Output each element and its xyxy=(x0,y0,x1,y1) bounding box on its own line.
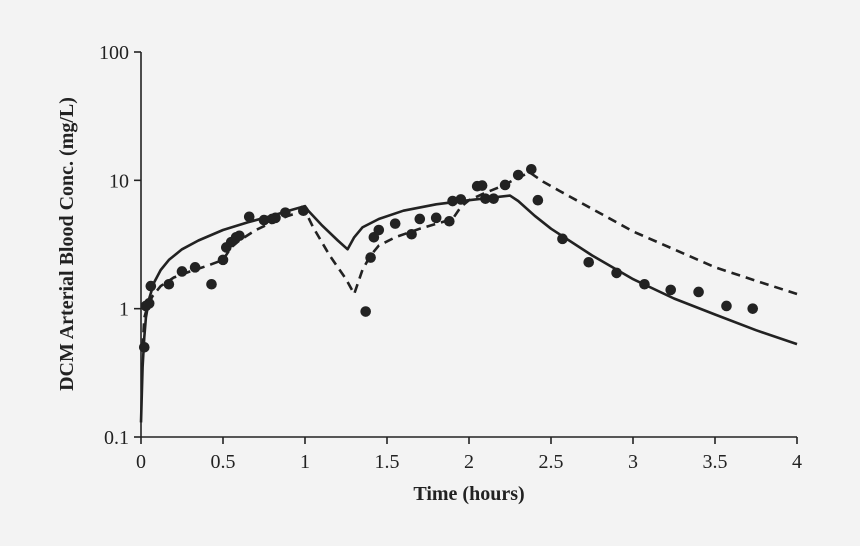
observed-data-point xyxy=(360,306,371,317)
x-tick-label: 1 xyxy=(300,451,310,473)
observed-data-point xyxy=(532,194,544,206)
observed-data-point xyxy=(476,180,488,191)
observed-data-point xyxy=(298,205,309,216)
observed-data-point xyxy=(512,169,524,181)
observed-data-point xyxy=(389,218,401,229)
x-tick-label: 4 xyxy=(792,451,802,473)
x-tick-label: 0 xyxy=(136,451,146,473)
observed-data-point xyxy=(557,233,568,245)
x-axis-title: Time (hours) xyxy=(413,483,524,505)
observed-data-point xyxy=(163,278,175,290)
y-tick-label: 10 xyxy=(109,170,129,192)
x-tick-label: 3.5 xyxy=(703,451,728,473)
observed-data-point xyxy=(665,284,677,296)
observed-data-point xyxy=(447,195,458,207)
observed-data-point xyxy=(143,298,155,309)
observed-data-point xyxy=(243,211,255,223)
y-tick-label: 0.1 xyxy=(104,427,129,449)
observed-data-point xyxy=(280,207,291,218)
x-tick-label: 3 xyxy=(628,451,638,473)
observed-data-point xyxy=(455,194,467,205)
observed-data-point xyxy=(693,286,704,298)
observed-data-point xyxy=(365,252,376,263)
y-axis-title: DCM Arterial Blood Conc. (mg/L) xyxy=(56,97,78,391)
observed-data-point xyxy=(217,254,229,266)
observed-data-point xyxy=(488,193,499,204)
observed-data-point xyxy=(234,230,245,242)
observed-data-point xyxy=(639,278,650,290)
x-tick-label: 2.5 xyxy=(539,451,564,473)
x-tick-label: 0.5 xyxy=(211,451,236,473)
y-tick-label: 1 xyxy=(119,299,129,321)
observed-data-point xyxy=(414,213,426,225)
y-tick-label: 100 xyxy=(99,42,129,64)
observed-data-point xyxy=(444,215,455,227)
observed-data-point xyxy=(206,278,217,290)
observed-data-point xyxy=(406,228,417,240)
x-tick-label: 2 xyxy=(464,451,474,473)
observed-data-point xyxy=(611,267,622,279)
x-tick-label: 1.5 xyxy=(375,451,400,473)
observed-data-point xyxy=(176,266,188,277)
observed-data-point xyxy=(189,262,201,273)
observed-data-point xyxy=(499,179,511,191)
observed-data-point xyxy=(145,280,157,292)
observed-data-point xyxy=(721,300,732,312)
observed-data-point xyxy=(526,163,537,175)
observed-data-point xyxy=(270,212,281,224)
observed-data-point xyxy=(480,193,491,204)
observed-data-point xyxy=(430,212,442,224)
observed-data-point xyxy=(583,256,595,268)
observed-data-point xyxy=(747,303,759,314)
observed-data-point xyxy=(258,214,270,226)
observed-data-point xyxy=(373,224,385,236)
